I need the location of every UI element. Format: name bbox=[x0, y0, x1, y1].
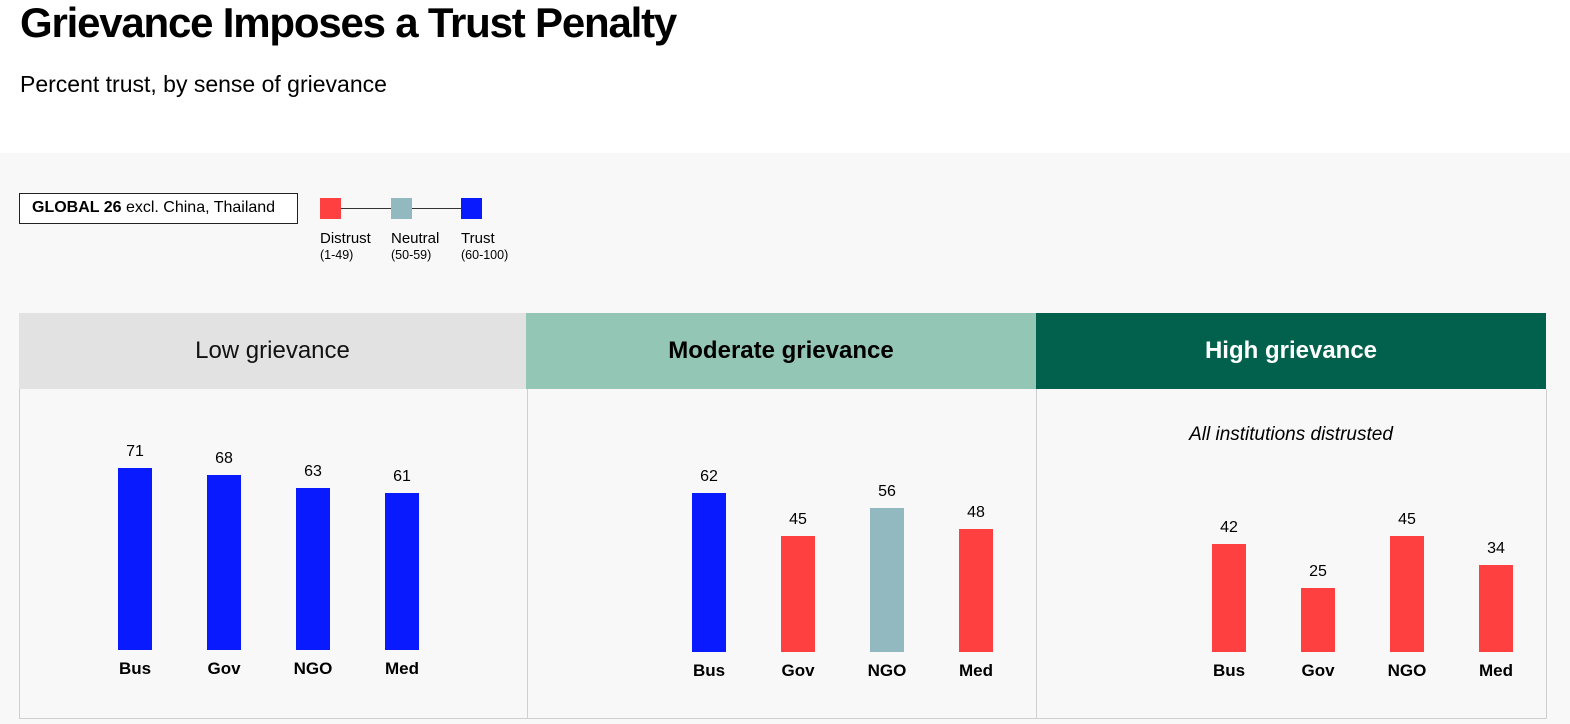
legend-range-distrust: (1-49) bbox=[320, 248, 354, 262]
legend-range-neutral: (50-59) bbox=[391, 248, 432, 262]
bar-category-moderate-grievance-med: Med bbox=[959, 661, 993, 680]
bar-category-high-grievance-med: Med bbox=[1479, 661, 1513, 680]
bar-category-low-grievance-ngo: NGO bbox=[293, 659, 333, 678]
bar-value-moderate-grievance-bus: 62 bbox=[700, 467, 718, 485]
bar-value-low-grievance-bus: 71 bbox=[126, 442, 144, 460]
legend-range-trust: (60-100) bbox=[461, 248, 509, 262]
bar-value-high-grievance-gov: 25 bbox=[1309, 562, 1327, 580]
legend-label-distrust: Distrust bbox=[320, 230, 371, 247]
bar-value-low-grievance-gov: 68 bbox=[215, 450, 233, 468]
legend-swatch-distrust bbox=[320, 198, 341, 219]
scope-label-rest: excl. China, Thailand bbox=[121, 199, 276, 216]
scope-label: GLOBAL 26 excl. China, Thailand bbox=[19, 193, 298, 224]
bar-value-high-grievance-ngo: 45 bbox=[1398, 511, 1416, 529]
bar-value-moderate-grievance-med: 48 bbox=[967, 503, 985, 521]
bar-value-moderate-grievance-ngo: 56 bbox=[878, 483, 896, 501]
bar-value-high-grievance-bus: 42 bbox=[1220, 519, 1238, 537]
page-subtitle: Percent trust, by sense of grievance bbox=[20, 71, 387, 97]
bar-value-moderate-grievance-gov: 45 bbox=[789, 511, 807, 529]
panel-header-moderate-grievance: Moderate grievance bbox=[526, 313, 1036, 389]
bar-category-moderate-grievance-ngo: NGO bbox=[867, 661, 907, 680]
scope-label-bold: GLOBAL 26 bbox=[32, 199, 122, 216]
bar-category-high-grievance-gov: Gov bbox=[1301, 661, 1335, 680]
bar-value-low-grievance-med: 61 bbox=[393, 468, 411, 486]
bar-category-low-grievance-bus: Bus bbox=[118, 659, 152, 678]
bar-moderate-grievance-bus bbox=[692, 492, 726, 652]
bar-category-high-grievance-bus: Bus bbox=[1212, 661, 1246, 680]
bar-value-low-grievance-ngo: 63 bbox=[304, 463, 322, 481]
panel-header-low-grievance: Low grievance bbox=[19, 313, 526, 389]
bar-category-high-grievance-ngo: NGO bbox=[1387, 661, 1427, 680]
bar-high-grievance-ngo bbox=[1390, 536, 1424, 652]
panel-body-high-grievance bbox=[1036, 389, 1547, 719]
bar-low-grievance-bus bbox=[118, 467, 152, 650]
bar-category-low-grievance-med: Med bbox=[385, 659, 419, 678]
bar-moderate-grievance-med bbox=[959, 528, 993, 652]
bar-moderate-grievance-gov bbox=[781, 536, 815, 652]
panel-body-low-grievance bbox=[19, 389, 528, 719]
bar-high-grievance-med bbox=[1479, 564, 1513, 652]
bar-low-grievance-ngo bbox=[296, 488, 330, 650]
panel-header-high-grievance: High grievance bbox=[1036, 313, 1546, 389]
bar-category-moderate-grievance-bus: Bus bbox=[692, 661, 726, 680]
legend-label-neutral: Neutral bbox=[391, 230, 440, 247]
bar-high-grievance-bus bbox=[1212, 544, 1246, 652]
panel-annotation-high-grievance: All institutions distrusted bbox=[1189, 424, 1393, 445]
bar-value-high-grievance-med: 34 bbox=[1487, 539, 1505, 557]
bar-moderate-grievance-ngo bbox=[870, 508, 904, 652]
bar-category-moderate-grievance-gov: Gov bbox=[781, 661, 815, 680]
bar-low-grievance-gov bbox=[207, 475, 241, 650]
legend-swatch-trust bbox=[461, 198, 482, 219]
bar-low-grievance-med bbox=[385, 493, 419, 650]
legend-swatch-neutral bbox=[391, 198, 412, 219]
bar-high-grievance-gov bbox=[1301, 587, 1335, 652]
bar-category-low-grievance-gov: Gov bbox=[207, 659, 241, 678]
page-title: Grievance Imposes a Trust Penalty bbox=[20, 0, 677, 46]
legend-label-trust: Trust bbox=[461, 230, 495, 247]
